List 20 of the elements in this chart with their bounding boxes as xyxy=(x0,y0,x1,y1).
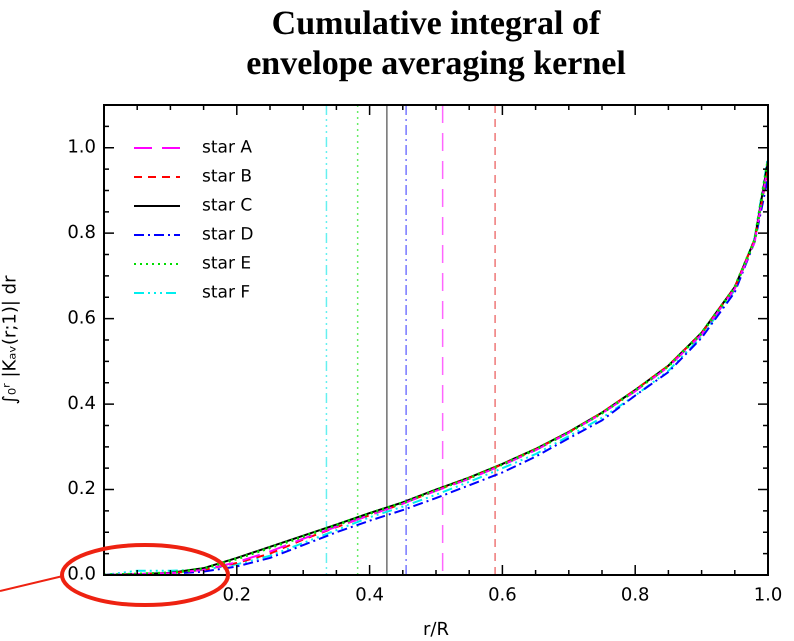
x-tick-label: 0.6 xyxy=(488,584,517,606)
legend-label: star C xyxy=(202,195,252,216)
y-tick-label: 0.2 xyxy=(67,478,96,500)
legend-label: star D xyxy=(202,224,254,244)
y-tick-label: 0.4 xyxy=(67,392,96,414)
legend-label: star F xyxy=(202,282,250,302)
y-tick-label: 0.6 xyxy=(67,307,96,328)
y-axis-title: ∫₀ʳ |Kₐᵥ(r;1)| dr xyxy=(0,274,20,404)
legend-label: star A xyxy=(202,137,252,158)
chart-title: Cumulative integral of envelope averaging kernel xyxy=(245,4,627,84)
x-axis-title: r/R xyxy=(423,618,449,640)
legend-label: star B xyxy=(202,166,252,186)
x-tick-label: 0.4 xyxy=(355,584,384,606)
legend-label: star E xyxy=(202,253,252,274)
x-tick-label: 1.0 xyxy=(754,584,782,606)
y-tick-label: 1.0 xyxy=(67,136,96,158)
x-tick-label: 0.8 xyxy=(620,584,650,606)
y-tick-label: 0.0 xyxy=(67,564,96,585)
y-tick-label: 0.8 xyxy=(67,222,96,243)
x-tick-label: 0.2 xyxy=(222,584,252,606)
